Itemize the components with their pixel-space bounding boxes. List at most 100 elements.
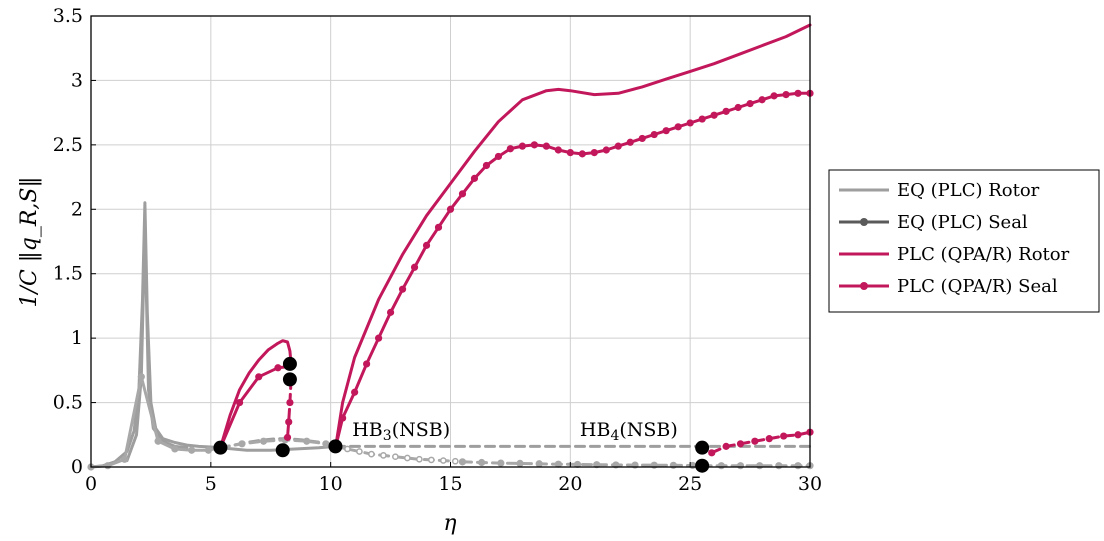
series-marker xyxy=(427,456,435,464)
series-marker xyxy=(734,103,742,112)
series-marker xyxy=(398,285,407,293)
series-marker xyxy=(578,150,586,158)
series-marker xyxy=(137,373,145,381)
series-marker xyxy=(380,452,387,459)
series-marker xyxy=(171,445,179,453)
series-marker xyxy=(717,462,725,470)
series-marker xyxy=(780,432,788,440)
series-marker xyxy=(736,440,745,448)
series-marker xyxy=(650,461,658,469)
series-marker xyxy=(339,414,347,422)
axis-ticks: 0 5 10 15 20 25 30 0 0.5 1 1.5 2 2.5 3 3.5 xyxy=(53,5,822,495)
series-marker xyxy=(782,91,790,99)
bifurcation-point xyxy=(282,356,297,371)
series-marker xyxy=(775,462,783,470)
legend-label: EQ (PLC) Rotor xyxy=(897,180,1040,201)
series-marker xyxy=(451,457,459,465)
legend-swatch-marker xyxy=(860,218,868,226)
series-line xyxy=(125,227,189,463)
series-marker xyxy=(614,142,622,150)
series-marker xyxy=(283,433,292,441)
series-marker xyxy=(794,89,802,97)
series-marker xyxy=(478,458,486,467)
series-marker xyxy=(674,123,682,131)
series-marker xyxy=(410,263,419,271)
bifurcation-point xyxy=(282,372,297,387)
series-marker xyxy=(566,148,574,157)
y-tick-label: 2.5 xyxy=(53,134,83,156)
series-marker xyxy=(554,146,562,154)
series-line xyxy=(218,339,293,450)
series-marker xyxy=(404,454,411,462)
series-marker xyxy=(542,142,550,150)
bifurcation-point xyxy=(213,440,228,455)
series-marker xyxy=(497,459,505,467)
legend: EQ (PLC) Rotor EQ (PLC) Seal PLC (QPA/R) R… xyxy=(828,169,1100,313)
legend-label: PLC (QPA/R) Seal xyxy=(897,276,1058,297)
series-marker xyxy=(669,461,677,469)
x-tick-label: 10 xyxy=(319,473,343,495)
series-marker xyxy=(446,205,455,213)
series-marker xyxy=(573,460,582,469)
series-marker xyxy=(602,146,610,154)
series-marker xyxy=(765,435,773,443)
series-marker xyxy=(439,457,447,464)
series-marker xyxy=(154,437,162,445)
x-axis-title: η xyxy=(443,511,456,536)
series-marker xyxy=(516,459,524,467)
series-marker xyxy=(188,446,196,454)
series-marker xyxy=(392,453,399,461)
series-marker xyxy=(494,152,503,161)
x-tick-label: 15 xyxy=(438,473,462,495)
series-marker xyxy=(303,437,311,445)
series-marker xyxy=(322,440,330,448)
series-marker xyxy=(259,437,268,445)
series-marker xyxy=(530,141,538,149)
series-marker xyxy=(758,96,766,104)
series-marker xyxy=(235,398,244,407)
bifurcation-markers xyxy=(213,356,710,473)
series-marker xyxy=(286,398,294,407)
series-line xyxy=(334,23,812,450)
hb4-annotation: HB4(NSB) xyxy=(580,419,678,444)
y-tick-label: 1.5 xyxy=(53,263,83,285)
series-marker xyxy=(722,442,730,450)
series-marker xyxy=(434,223,443,231)
series-marker xyxy=(722,107,730,115)
series-marker xyxy=(351,388,359,396)
y-axis-title: 1/C ‖q_R,S‖ xyxy=(17,177,42,308)
series-marker xyxy=(375,334,383,342)
legend-swatch-marker xyxy=(860,282,868,290)
series-marker xyxy=(650,130,658,139)
series-marker xyxy=(708,449,716,457)
y-tick-label: 2 xyxy=(71,198,83,220)
series-marker xyxy=(285,418,293,426)
x-tick-label: 0 xyxy=(85,473,97,495)
series-marker xyxy=(368,450,375,458)
series-marker xyxy=(120,455,129,463)
series-marker xyxy=(104,462,112,470)
series-marker xyxy=(751,437,759,445)
series-marker xyxy=(458,190,467,198)
series-marker xyxy=(770,92,778,100)
series-marker xyxy=(356,448,363,455)
x-tick-label: 20 xyxy=(558,473,582,495)
bifurcation-point xyxy=(328,439,343,454)
series-marker xyxy=(344,445,351,453)
legend-label: PLC (QPA/R) Rotor xyxy=(897,244,1070,265)
series-marker xyxy=(638,134,646,143)
series-marker xyxy=(458,458,467,466)
series-marker xyxy=(470,174,479,182)
y-tick-label: 0 xyxy=(71,456,83,478)
hb3-annotation: HB3(NSB) xyxy=(352,419,450,444)
bifurcation-point xyxy=(695,458,710,473)
series-marker xyxy=(363,360,371,368)
x-tick-label: 30 xyxy=(798,473,822,495)
y-tick-label: 1 xyxy=(71,327,83,349)
series-marker xyxy=(698,115,706,123)
y-tick-label: 0.5 xyxy=(53,392,83,414)
x-tick-label: 5 xyxy=(205,473,217,495)
series-marker xyxy=(710,111,718,119)
